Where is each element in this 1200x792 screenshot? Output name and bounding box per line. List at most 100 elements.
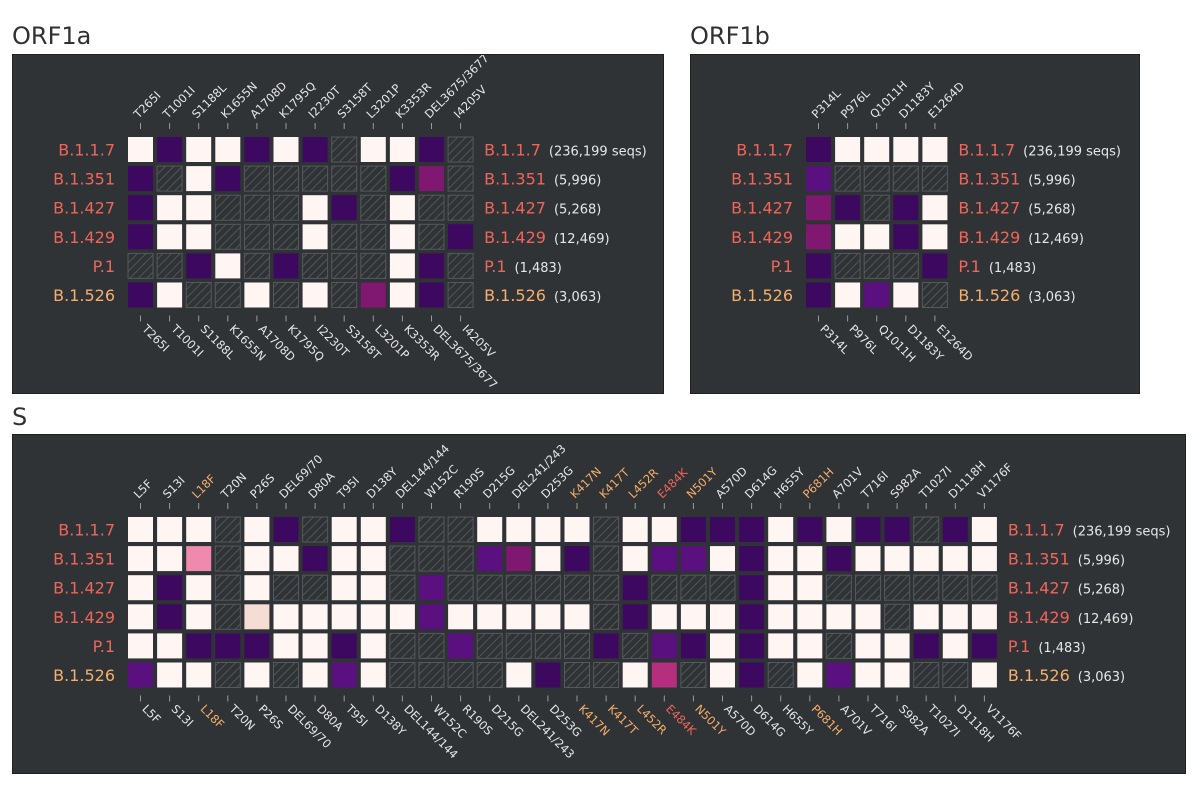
heatmap-cell <box>186 604 212 630</box>
row-label-right: B.1.526 (3,063) <box>484 286 601 305</box>
row-count: (12,469) <box>1028 232 1084 247</box>
heatmap-cell <box>826 662 852 688</box>
heatmap-cell <box>243 252 270 279</box>
heatmap-cell <box>156 252 183 279</box>
row-label-left: B.1.1.7 <box>58 521 115 540</box>
heatmap-cell <box>128 575 153 601</box>
heatmap-cell <box>302 252 329 279</box>
heatmap-cell <box>419 253 444 279</box>
heatmap-cell <box>244 137 270 162</box>
heatmap-cell <box>739 662 765 688</box>
heatmap-cell <box>921 282 948 308</box>
column-label-top: T1001I <box>159 83 198 122</box>
heatmap-cell <box>855 604 881 630</box>
heatmap-cell <box>302 282 328 308</box>
heatmap-cell <box>419 282 444 308</box>
column-label-top: K417T <box>596 465 632 501</box>
heatmap-cell <box>942 662 969 688</box>
heatmap-cell <box>128 137 153 162</box>
heatmap-cell <box>855 517 881 542</box>
heatmap-cell <box>971 574 998 601</box>
heatmap-cell <box>157 195 183 221</box>
heatmap-cell <box>360 546 386 572</box>
heatmap-cell <box>506 662 532 688</box>
heatmap-cell <box>476 632 503 659</box>
heatmap-cell <box>243 223 270 250</box>
heatmap-cell <box>244 604 270 630</box>
heatmap-cell <box>884 603 911 630</box>
heatmap-cell <box>913 633 939 659</box>
row-label-right: B.1.429 (12,469) <box>958 228 1084 247</box>
heatmap-cell <box>215 253 241 279</box>
heatmap-cell <box>157 546 183 572</box>
heatmap-cell <box>389 632 416 659</box>
heatmap-cell <box>157 633 183 659</box>
heatmap-cell <box>680 604 706 630</box>
heatmap-cell <box>855 546 881 572</box>
row-label-right: P.1 (1,483) <box>1008 637 1086 656</box>
heatmap-cell <box>273 546 299 572</box>
column-label-top: S982A <box>887 465 923 501</box>
heatmap-cell <box>971 662 997 688</box>
column-label-bottom: E484K <box>663 702 699 738</box>
column-label-bottom: T1001I <box>168 321 207 360</box>
heatmap-cell <box>447 136 474 163</box>
heatmap-cell <box>214 603 241 630</box>
heatmap-cell <box>302 224 328 250</box>
heatmap-cell <box>710 633 735 659</box>
column-label-bottom: P976L <box>846 322 881 357</box>
heatmap-cell <box>244 633 270 659</box>
heatmap-cell <box>913 604 939 630</box>
heatmap-cell <box>825 632 852 659</box>
heatmap-cell <box>477 604 503 630</box>
heatmap-cell <box>418 632 445 659</box>
row-label-left: B.1.427 <box>53 199 115 218</box>
row-label-left: P.1 <box>93 637 115 656</box>
heatmap-cell <box>739 546 765 572</box>
heatmap-cell <box>128 282 153 308</box>
row-label-right: B.1.429 (12,469) <box>484 228 610 247</box>
heatmap-cell <box>797 604 823 630</box>
heatmap-cell <box>214 282 241 308</box>
heatmap-cell <box>680 662 707 688</box>
heatmap-cell <box>971 604 997 630</box>
heatmap-cell <box>884 517 910 542</box>
heatmap-cell <box>651 574 678 601</box>
heatmap-cell <box>214 194 241 221</box>
heatmap-cell <box>331 517 357 542</box>
heatmap-cell <box>680 574 707 601</box>
heatmap-cell <box>360 282 386 308</box>
heatmap-cell <box>651 546 677 572</box>
row-label-left: B.1.351 <box>53 170 115 189</box>
heatmap-cell <box>806 224 831 250</box>
heatmap-cell <box>186 253 212 279</box>
heatmap-cell <box>273 137 299 162</box>
heatmap-cell <box>302 516 329 543</box>
heatmap-cell <box>739 633 765 659</box>
heatmap-cell <box>768 517 794 542</box>
row-label-left: B.1.1.7 <box>58 141 115 160</box>
heatmap-cell <box>186 195 212 221</box>
heatmap-cell <box>302 633 328 659</box>
heatmap-cell <box>447 165 474 192</box>
heatmap-cell <box>447 252 474 279</box>
heatmap-cell <box>913 574 940 601</box>
heatmap-cell <box>214 662 241 688</box>
heatmap-cell <box>360 633 386 659</box>
heatmap-cell <box>447 574 474 601</box>
heatmap-cell <box>622 517 648 542</box>
heatmap-cell <box>826 517 852 542</box>
heatmap-cell <box>477 517 503 542</box>
heatmap-cell <box>128 166 153 192</box>
heatmap-cell <box>534 574 561 601</box>
orf1a-panel: T265I T265I T1001I T1001I S1188L S1188L K1655N… <box>12 54 664 394</box>
heatmap-cell <box>273 223 299 250</box>
heatmap-cell <box>389 253 415 279</box>
column-label-bottom: S982A <box>896 702 932 738</box>
row-label-right: B.1.427 (5,268) <box>958 199 1075 218</box>
column-label-bottom: K417T <box>605 702 641 738</box>
heatmap-cell <box>797 575 823 601</box>
heatmap-cell <box>418 223 445 250</box>
heatmap-cell <box>806 137 831 162</box>
heatmap-cell <box>942 604 968 630</box>
